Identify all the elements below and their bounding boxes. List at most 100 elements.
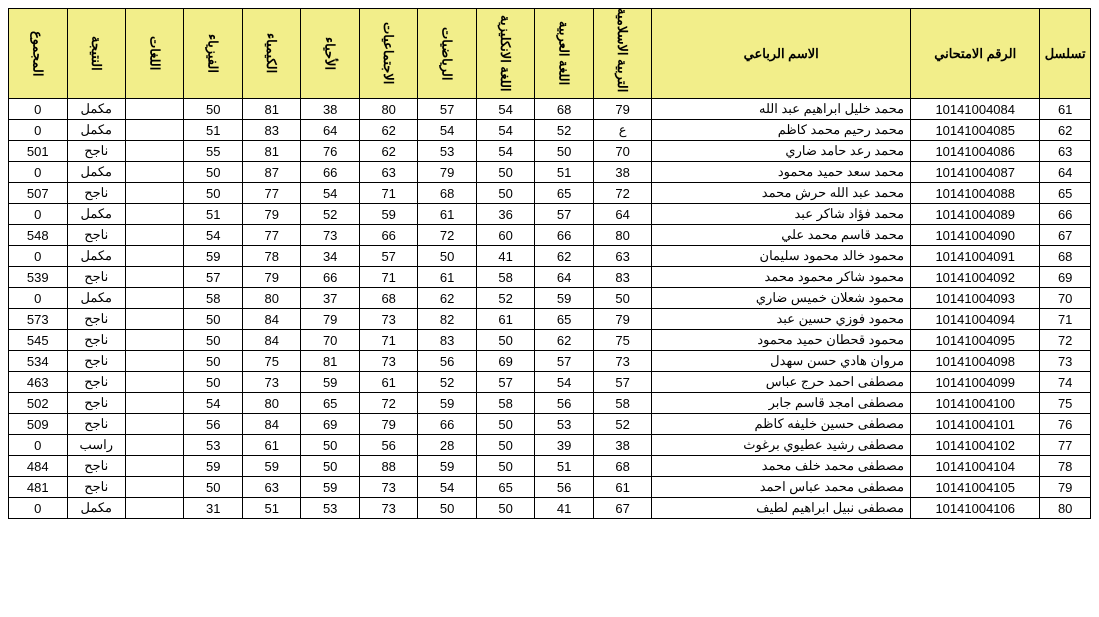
cell-islamic: 63	[593, 246, 651, 267]
cell-social: 88	[359, 456, 417, 477]
cell-english: 60	[476, 225, 534, 246]
cell-social: 63	[359, 162, 417, 183]
cell-arabic: 52	[535, 120, 593, 141]
cell-math: 72	[418, 225, 476, 246]
cell-math: 52	[418, 372, 476, 393]
cell-exam_no: 10141004106	[911, 498, 1040, 519]
cell-math: 59	[418, 393, 476, 414]
cell-social: 73	[359, 477, 417, 498]
cell-physics: 53	[184, 435, 242, 456]
cell-math: 62	[418, 288, 476, 309]
cell-math: 61	[418, 267, 476, 288]
cell-total: 0	[9, 498, 68, 519]
cell-name: مصطفى احمد حرج عباس	[652, 372, 911, 393]
cell-seq: 78	[1040, 456, 1091, 477]
cell-physics: 50	[184, 330, 242, 351]
cell-math: 59	[418, 456, 476, 477]
cell-arabic: 65	[535, 183, 593, 204]
cell-english: 54	[476, 120, 534, 141]
table-row: 7210141004095محمود قحطان حميد محمود75625…	[9, 330, 1091, 351]
cell-name: مصطفى رشيد عطيوي برغوث	[652, 435, 911, 456]
cell-seq: 63	[1040, 141, 1091, 162]
cell-exam_no: 10141004104	[911, 456, 1040, 477]
cell-english: 52	[476, 288, 534, 309]
cell-chemistry: 77	[242, 225, 300, 246]
header-islamic: التربية الاسلامية	[593, 9, 651, 99]
cell-total: 548	[9, 225, 68, 246]
cell-exam_no: 10141004085	[911, 120, 1040, 141]
cell-name: مصطفى حسين خليفه كاظم	[652, 414, 911, 435]
cell-math: 28	[418, 435, 476, 456]
cell-total: 573	[9, 309, 68, 330]
cell-total: 0	[9, 435, 68, 456]
cell-biology: 69	[301, 414, 359, 435]
cell-math: 61	[418, 204, 476, 225]
header-name: الاسم الرباعي	[652, 9, 911, 99]
cell-arabic: 62	[535, 246, 593, 267]
cell-total: 0	[9, 99, 68, 120]
cell-english: 54	[476, 99, 534, 120]
cell-biology: 59	[301, 372, 359, 393]
table-row: 6710141004090محمد قاسم محمد علي806660726…	[9, 225, 1091, 246]
cell-arabic: 51	[535, 162, 593, 183]
cell-english: 61	[476, 309, 534, 330]
cell-physics: 50	[184, 183, 242, 204]
cell-biology: 66	[301, 162, 359, 183]
cell-name: محمد رعد حامد ضاري	[652, 141, 911, 162]
cell-languages	[126, 120, 184, 141]
cell-languages	[126, 183, 184, 204]
cell-islamic: 64	[593, 204, 651, 225]
results-table: تسلسلالرقم الامتحانيالاسم الرباعيالتربية…	[8, 8, 1091, 519]
cell-arabic: 59	[535, 288, 593, 309]
header-social: الاجتماعيات	[359, 9, 417, 99]
cell-arabic: 65	[535, 309, 593, 330]
cell-languages	[126, 414, 184, 435]
cell-islamic: 83	[593, 267, 651, 288]
cell-seq: 66	[1040, 204, 1091, 225]
cell-biology: 34	[301, 246, 359, 267]
table-row: 7610141004101مصطفى حسين خليفه كاظم525350…	[9, 414, 1091, 435]
cell-math: 83	[418, 330, 476, 351]
cell-arabic: 57	[535, 204, 593, 225]
cell-result: مكمل	[67, 498, 125, 519]
cell-exam_no: 10141004099	[911, 372, 1040, 393]
cell-physics: 50	[184, 477, 242, 498]
cell-arabic: 64	[535, 267, 593, 288]
cell-name: محمود شعلان خميس ضاري	[652, 288, 911, 309]
cell-name: محمود فوزي حسين عبد	[652, 309, 911, 330]
cell-languages	[126, 456, 184, 477]
cell-seq: 75	[1040, 393, 1091, 414]
cell-chemistry: 83	[242, 120, 300, 141]
cell-physics: 56	[184, 414, 242, 435]
cell-islamic: 72	[593, 183, 651, 204]
cell-chemistry: 61	[242, 435, 300, 456]
cell-result: مكمل	[67, 204, 125, 225]
cell-physics: 59	[184, 456, 242, 477]
cell-biology: 38	[301, 99, 359, 120]
cell-arabic: 41	[535, 498, 593, 519]
cell-chemistry: 84	[242, 330, 300, 351]
cell-chemistry: 81	[242, 141, 300, 162]
cell-chemistry: 63	[242, 477, 300, 498]
cell-english: 36	[476, 204, 534, 225]
cell-languages	[126, 246, 184, 267]
cell-result: ناجح	[67, 330, 125, 351]
cell-result: ناجح	[67, 414, 125, 435]
cell-exam_no: 10141004105	[911, 477, 1040, 498]
cell-exam_no: 10141004100	[911, 393, 1040, 414]
cell-biology: 50	[301, 456, 359, 477]
cell-social: 56	[359, 435, 417, 456]
cell-total: 484	[9, 456, 68, 477]
cell-seq: 70	[1040, 288, 1091, 309]
cell-seq: 61	[1040, 99, 1091, 120]
table-row: 6810141004091محمود خالد محمود سليمان6362…	[9, 246, 1091, 267]
table-row: 6610141004089محمد فؤاد شاكر عبد645736615…	[9, 204, 1091, 225]
header-arabic: اللغة العربية	[535, 9, 593, 99]
cell-islamic: 38	[593, 435, 651, 456]
cell-math: 50	[418, 498, 476, 519]
cell-total: 0	[9, 288, 68, 309]
table-row: 7310141004098مروان هادي حسن سهدل73576956…	[9, 351, 1091, 372]
cell-islamic: 70	[593, 141, 651, 162]
cell-arabic: 39	[535, 435, 593, 456]
header-exam_no: الرقم الامتحاني	[911, 9, 1040, 99]
